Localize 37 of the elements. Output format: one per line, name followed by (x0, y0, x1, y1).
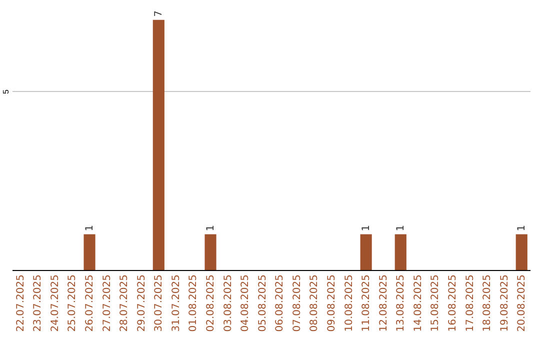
x-tick-label: 09.08.2025 (326, 274, 338, 332)
x-tick-label: 29.07.2025 (136, 274, 148, 332)
x-tick-label: 01.08.2025 (188, 274, 200, 332)
x-tick-label: 22.07.2025 (15, 274, 26, 332)
x-tick-label: 17.08.2025 (464, 274, 476, 332)
x-tick-label: 18.08.2025 (482, 274, 494, 332)
x-tick-label: 19.08.2025 (499, 274, 510, 332)
data-label: 1 (84, 224, 96, 232)
x-tick-label: 14.08.2025 (412, 274, 424, 332)
x-tick-label: 12.08.2025 (378, 274, 390, 332)
x-tick-label: 03.08.2025 (222, 274, 234, 332)
x-tick-label: 06.08.2025 (274, 274, 286, 332)
data-label: 1 (206, 224, 217, 232)
x-tick-label: 24.07.2025 (50, 274, 61, 332)
x-tick-label: 11.08.2025 (361, 274, 372, 332)
data-label: 1 (516, 224, 528, 232)
x-tick-label: 25.07.2025 (67, 274, 78, 332)
x-tick-label: 20.08.2025 (516, 274, 528, 332)
x-tick-label: 13.08.2025 (396, 274, 407, 332)
x-tick-label: 07.08.2025 (292, 274, 303, 332)
x-tick-label: 02.08.2025 (206, 274, 217, 332)
x-tick-label: 16.08.2025 (447, 274, 458, 332)
x-tick-label: 10.08.2025 (344, 274, 355, 332)
x-tick-label: 04.08.2025 (240, 274, 252, 332)
x-tick-label: 27.07.2025 (102, 274, 113, 332)
data-label: 1 (361, 224, 372, 232)
x-tick-label: 08.08.2025 (309, 274, 320, 332)
data-label: 1 (396, 224, 407, 232)
y-tick-label: 5 (2, 89, 10, 94)
x-tick-label: 05.08.2025 (257, 274, 268, 332)
x-tick-label: 15.08.2025 (430, 274, 442, 332)
x-tick-label: 28.07.2025 (119, 274, 130, 332)
x-tick-label: 26.07.2025 (84, 274, 96, 332)
x-tick-label: 23.07.2025 (32, 274, 44, 332)
x-tick-label: 30.07.2025 (154, 274, 165, 332)
data-label: 7 (154, 10, 165, 17)
x-tick-label: 31.07.2025 (170, 274, 182, 332)
